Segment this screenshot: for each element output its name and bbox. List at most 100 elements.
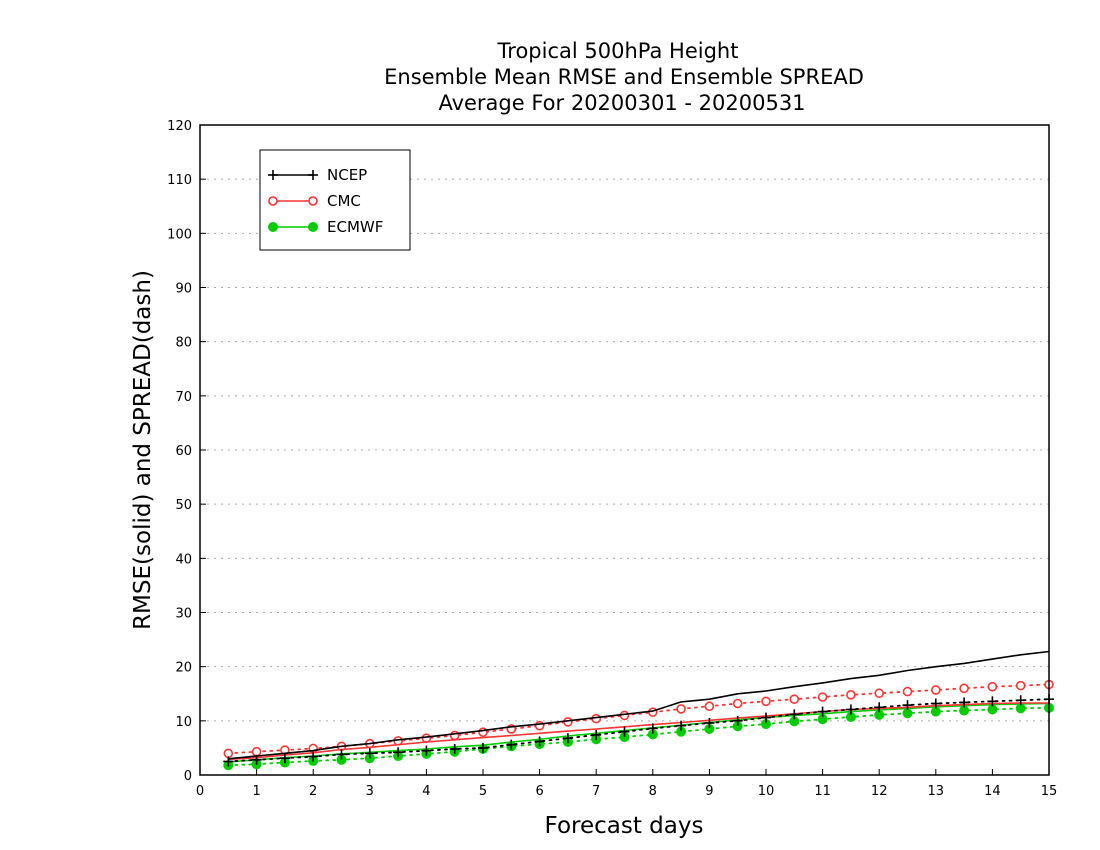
- legend-marker-left: [268, 170, 278, 180]
- x-tick-label: 7: [592, 784, 600, 799]
- y-tick-label: 10: [175, 715, 192, 730]
- legend-marker-right: [308, 170, 318, 180]
- y-tick-label: 100: [167, 227, 192, 242]
- ncep-spread-point: [845, 704, 856, 715]
- ncep-spread-point: [930, 698, 941, 709]
- y-tick-label: 80: [175, 336, 192, 351]
- ncep-spread-line: [227, 698, 1050, 763]
- x-tick-label: 3: [366, 784, 374, 799]
- x-tick-label: 9: [705, 784, 713, 799]
- x-tick-label: 2: [309, 784, 317, 799]
- ncep-spread-point: [987, 696, 998, 707]
- ncep-spread-point: [478, 742, 488, 753]
- x-tick-label: 11: [814, 784, 831, 799]
- cmc-spread-point: [959, 683, 969, 694]
- y-tick-label: 110: [167, 173, 192, 188]
- ncep-spread-point: [817, 706, 828, 717]
- cmc-spread-point: [223, 748, 234, 759]
- y-tick-label: 90: [175, 282, 192, 297]
- ncep-spread-point: [562, 733, 573, 744]
- ncep-spread-point: [619, 726, 630, 737]
- ncep-spread-point: [874, 702, 885, 713]
- chart-title: Tropical 500hPa Height Ensemble Mean RMS…: [384, 39, 864, 115]
- series-cmc: [223, 679, 1054, 761]
- x-axis-ticks: 0 1 2 3 4 5 6 7 8 9 10 11 12 13 14 15: [196, 769, 1057, 799]
- y-tick-label: 120: [167, 119, 192, 134]
- cmc-spread-point: [251, 746, 262, 757]
- cmc-spread-line: [227, 683, 1050, 755]
- x-tick-label: 13: [928, 784, 945, 799]
- ncep-spread-point: [364, 748, 375, 759]
- cmc-spread-point: [761, 696, 771, 707]
- legend-item-ecmwf: ECMWF: [268, 218, 383, 236]
- cmc-spread-point: [704, 701, 715, 712]
- legend-label: ECMWF: [327, 218, 383, 236]
- x-tick-label: 4: [422, 784, 430, 799]
- title-line-2: Ensemble Mean RMSE and Ensemble SPREAD: [384, 65, 864, 89]
- cmc-rmse-line: [228, 702, 1049, 761]
- x-tick-label: 6: [535, 784, 543, 799]
- legend-box: [259, 149, 411, 251]
- plot-frame: [199, 124, 1050, 776]
- legend-label: NCEP: [327, 166, 367, 184]
- y-axis-ticks: 0 10 20 30 40 50 60 70 80 90 100 110 120: [167, 119, 206, 784]
- cmc-spread-point: [930, 685, 941, 695]
- cmc-spread-point: [676, 704, 686, 714]
- ncep-spread-point: [591, 729, 602, 740]
- x-tick-label: 14: [984, 784, 1001, 799]
- legend-item-cmc: CMC: [268, 192, 361, 210]
- ncep-spread-point: [732, 715, 743, 726]
- y-tick-label: 50: [175, 498, 192, 513]
- ncep-spread-point: [902, 700, 913, 711]
- cmc-spread-point: [902, 686, 913, 697]
- x-tick-label: 0: [196, 784, 204, 799]
- series-ncep: [223, 650, 1054, 767]
- series-group: [223, 650, 1054, 771]
- cmc-spread-point: [478, 727, 488, 738]
- ncep-spread-point: [761, 712, 771, 723]
- legend-label: CMC: [327, 192, 361, 210]
- x-axis-label: Forecast days: [545, 813, 704, 839]
- legend-marker-left: [268, 196, 278, 206]
- ncep-spread-point: [336, 749, 347, 760]
- x-tick-label: 1: [252, 784, 260, 799]
- cmc-spread-point: [874, 688, 885, 699]
- ncep-spread-point: [959, 697, 970, 708]
- ncep-spread-point: [506, 739, 517, 750]
- ncep-spread-point: [393, 747, 404, 758]
- y-tick-label: 70: [175, 390, 192, 405]
- legend-marker-right: [308, 222, 318, 232]
- x-tick-label: 12: [871, 784, 888, 799]
- cmc-spread-point: [534, 720, 545, 731]
- legend-marker-left: [268, 222, 278, 232]
- cmc-spread-point: [789, 694, 800, 704]
- ncep-rmse-line: [228, 650, 1050, 760]
- title-line-3: Average For 20200301 - 20200531: [438, 91, 805, 115]
- y-tick-label: 40: [175, 552, 192, 567]
- ncep-spread-point: [308, 751, 319, 762]
- ncep-spread-point: [421, 745, 432, 756]
- y-tick-label: 60: [175, 444, 192, 459]
- x-tick-label: 8: [649, 784, 657, 799]
- cmc-spread-point: [987, 681, 998, 692]
- ncep-spread-point: [279, 753, 290, 764]
- y-tick-label: 30: [175, 607, 192, 622]
- title-line-1: Tropical 500hPa Height: [497, 39, 739, 63]
- y-axis-label: RMSE(solid) and SPREAD(dash): [130, 270, 156, 630]
- ncep-spread-point: [676, 720, 687, 731]
- ecmwf-spread-line: [227, 706, 1050, 767]
- cmc-spread-point: [732, 698, 743, 709]
- cmc-spread-point: [817, 692, 828, 702]
- cmc-spread-point: [846, 690, 856, 700]
- legend-items: NCEP CMC ECMWF: [268, 166, 383, 236]
- ncep-spread-point: [789, 709, 800, 720]
- ncep-spread-point: [449, 744, 460, 754]
- y-tick-label: 20: [175, 661, 192, 676]
- x-tick-label: 15: [1041, 784, 1058, 799]
- ncep-spread-point: [1015, 695, 1026, 706]
- ncep-spread-point: [647, 723, 658, 734]
- x-tick-label: 10: [758, 784, 775, 799]
- legend-marker-right: [308, 196, 318, 206]
- legend-item-ncep: NCEP: [268, 166, 367, 184]
